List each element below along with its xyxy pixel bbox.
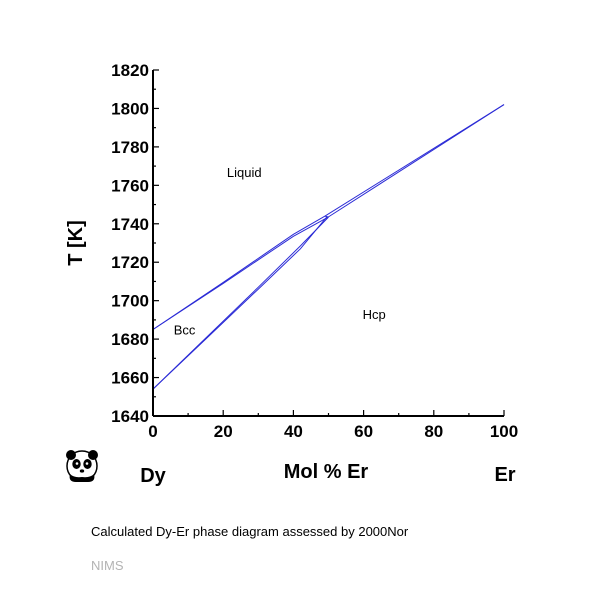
phase-boundary-line-2 xyxy=(152,104,505,330)
panda-logo-icon xyxy=(66,450,98,482)
element-label-er: Er xyxy=(494,464,515,486)
phase-boundary-curves xyxy=(152,104,505,390)
x-axis-title: Mol % Er xyxy=(284,461,369,483)
y-tick-label: 1640 xyxy=(111,407,149,426)
y-tick-label: 1820 xyxy=(111,61,149,80)
region-label-bcc: Bcc xyxy=(174,323,196,338)
x-tick-label: 100 xyxy=(490,422,518,441)
region-label-liquid: Liquid xyxy=(227,165,262,180)
y-tick-label: 1700 xyxy=(111,292,149,311)
y-tick-label: 1800 xyxy=(111,99,149,118)
figure-caption: Calculated Dy-Er phase diagram assessed … xyxy=(91,524,409,539)
y-tick-label: 1720 xyxy=(111,253,149,272)
phase-boundary-line-5 xyxy=(324,215,329,218)
x-tick-label: 80 xyxy=(424,422,443,441)
source-label: NIMS xyxy=(91,558,124,573)
chart-tick-labels: 0 20 40 60 80 100 1640 1660 1680 1700 1720 1740 1760… xyxy=(111,61,518,441)
y-tick-label: 1680 xyxy=(111,330,149,349)
region-label-hcp: Hcp xyxy=(363,307,386,322)
phase-boundary-line-1 xyxy=(152,104,505,330)
phase-boundary-line-4 xyxy=(152,216,329,390)
phase-region-labels: Liquid Hcp Bcc xyxy=(174,165,386,338)
x-tick-label: 40 xyxy=(284,422,303,441)
chart-ticks xyxy=(152,69,505,417)
y-tick-label: 1780 xyxy=(111,138,149,157)
x-tick-label: 20 xyxy=(214,422,233,441)
x-tick-label: 60 xyxy=(354,422,373,441)
y-axis-title: T [K] xyxy=(65,220,87,266)
y-tick-label: 1660 xyxy=(111,369,149,388)
y-tick-label: 1740 xyxy=(111,215,149,234)
x-tick-label: 0 xyxy=(148,422,157,441)
chart-axes xyxy=(152,70,504,417)
element-label-dy: Dy xyxy=(140,465,166,487)
y-tick-label: 1760 xyxy=(111,176,149,195)
